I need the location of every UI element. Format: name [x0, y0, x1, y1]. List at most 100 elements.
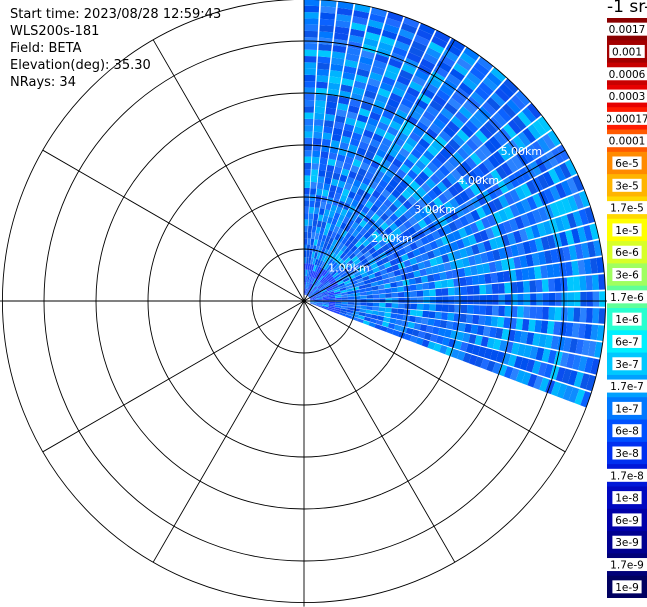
data-gate — [391, 308, 398, 314]
data-gate — [462, 174, 475, 187]
data-gate — [501, 328, 510, 341]
data-gate — [458, 227, 468, 239]
data-gate — [461, 236, 471, 248]
colorbar-tick-label: 6e-6 — [615, 247, 639, 259]
data-gate — [429, 296, 436, 304]
data-gate — [384, 153, 395, 163]
data-gate — [497, 147, 511, 162]
data-gate — [310, 238, 315, 246]
data-gate — [397, 303, 405, 309]
data-gate — [501, 234, 511, 247]
data-gate — [338, 270, 346, 276]
data-gate — [332, 45, 347, 54]
colorbar-tick-bg — [609, 44, 645, 58]
data-gate — [399, 179, 410, 190]
data-gate — [353, 258, 361, 266]
data-gate — [306, 289, 310, 296]
data-gate — [306, 269, 310, 277]
data-gate — [418, 23, 436, 36]
data-gate — [454, 295, 462, 304]
data-gate — [529, 346, 539, 360]
data-gate — [375, 235, 384, 243]
data-gate — [486, 337, 496, 349]
data-gate — [304, 49, 317, 57]
data-gate — [311, 277, 315, 285]
data-gate — [315, 226, 321, 234]
data-gate — [319, 240, 325, 248]
data-gate — [556, 336, 566, 351]
data-gate — [351, 22, 367, 32]
data-gate — [304, 106, 314, 113]
data-gate — [440, 107, 454, 120]
colorbar-tick-bg — [612, 401, 642, 415]
data-gate — [362, 43, 377, 54]
data-gate — [322, 241, 329, 249]
colorbar-tick-bg — [607, 558, 647, 572]
colorbar-tick-label: 6e-8 — [615, 426, 639, 438]
data-gate — [316, 75, 329, 83]
data-gate — [479, 144, 492, 158]
data-gate — [328, 190, 336, 199]
data-gate — [520, 198, 532, 213]
data-gate — [320, 6, 336, 14]
data-gate — [546, 264, 555, 278]
data-gate — [470, 91, 486, 106]
data-gate — [341, 301, 348, 305]
data-gate — [316, 188, 323, 196]
data-gate — [385, 298, 392, 303]
data-gate — [399, 69, 414, 81]
data-gate — [453, 218, 464, 230]
data-gate — [365, 186, 375, 195]
data-gate — [408, 46, 425, 58]
data-gate — [470, 134, 484, 148]
data-gate — [508, 218, 519, 232]
data-gate — [340, 229, 348, 238]
data-gate — [352, 310, 360, 315]
data-gate — [436, 181, 448, 193]
data-gate — [492, 294, 499, 305]
data-gate — [383, 198, 393, 208]
data-gate — [323, 126, 333, 134]
data-gate — [318, 285, 325, 291]
data-gate — [332, 172, 341, 181]
data-gate — [312, 258, 317, 265]
data-gate — [355, 173, 365, 183]
data-gate — [365, 31, 381, 42]
data-gate — [498, 340, 508, 352]
data-gate — [585, 275, 593, 291]
data-gate — [401, 63, 417, 75]
data-gate — [537, 174, 549, 190]
data-gate — [425, 267, 434, 275]
data-gate — [367, 77, 381, 88]
data-gate — [421, 317, 429, 325]
data-gate — [410, 180, 421, 191]
data-gate — [308, 292, 314, 297]
data-gate — [341, 237, 348, 245]
data-gate — [398, 204, 408, 214]
data-gate — [435, 255, 444, 265]
data-gate — [317, 62, 330, 70]
data-gate — [473, 305, 480, 315]
data-gate — [545, 379, 556, 395]
data-gate — [335, 301, 342, 304]
data-gate — [362, 95, 375, 106]
azimuth-spoke — [42, 300, 305, 453]
data-gate — [327, 229, 333, 238]
data-gate — [340, 292, 348, 296]
data-gate — [341, 304, 348, 307]
data-gate — [314, 119, 324, 127]
data-gate — [310, 299, 317, 301]
data-gate — [393, 324, 402, 332]
data-gate — [321, 138, 331, 147]
data-gate — [387, 271, 395, 278]
data-gate — [386, 126, 399, 137]
data-gate — [512, 115, 527, 131]
data-gate — [521, 318, 530, 331]
data-gate — [538, 333, 547, 348]
data-gate — [360, 247, 369, 255]
data-gate — [441, 337, 451, 347]
field-label: Field: BETA — [10, 41, 82, 56]
data-gate — [307, 290, 312, 297]
colorbar-tick-bg — [607, 22, 647, 36]
data-gate — [587, 340, 597, 357]
